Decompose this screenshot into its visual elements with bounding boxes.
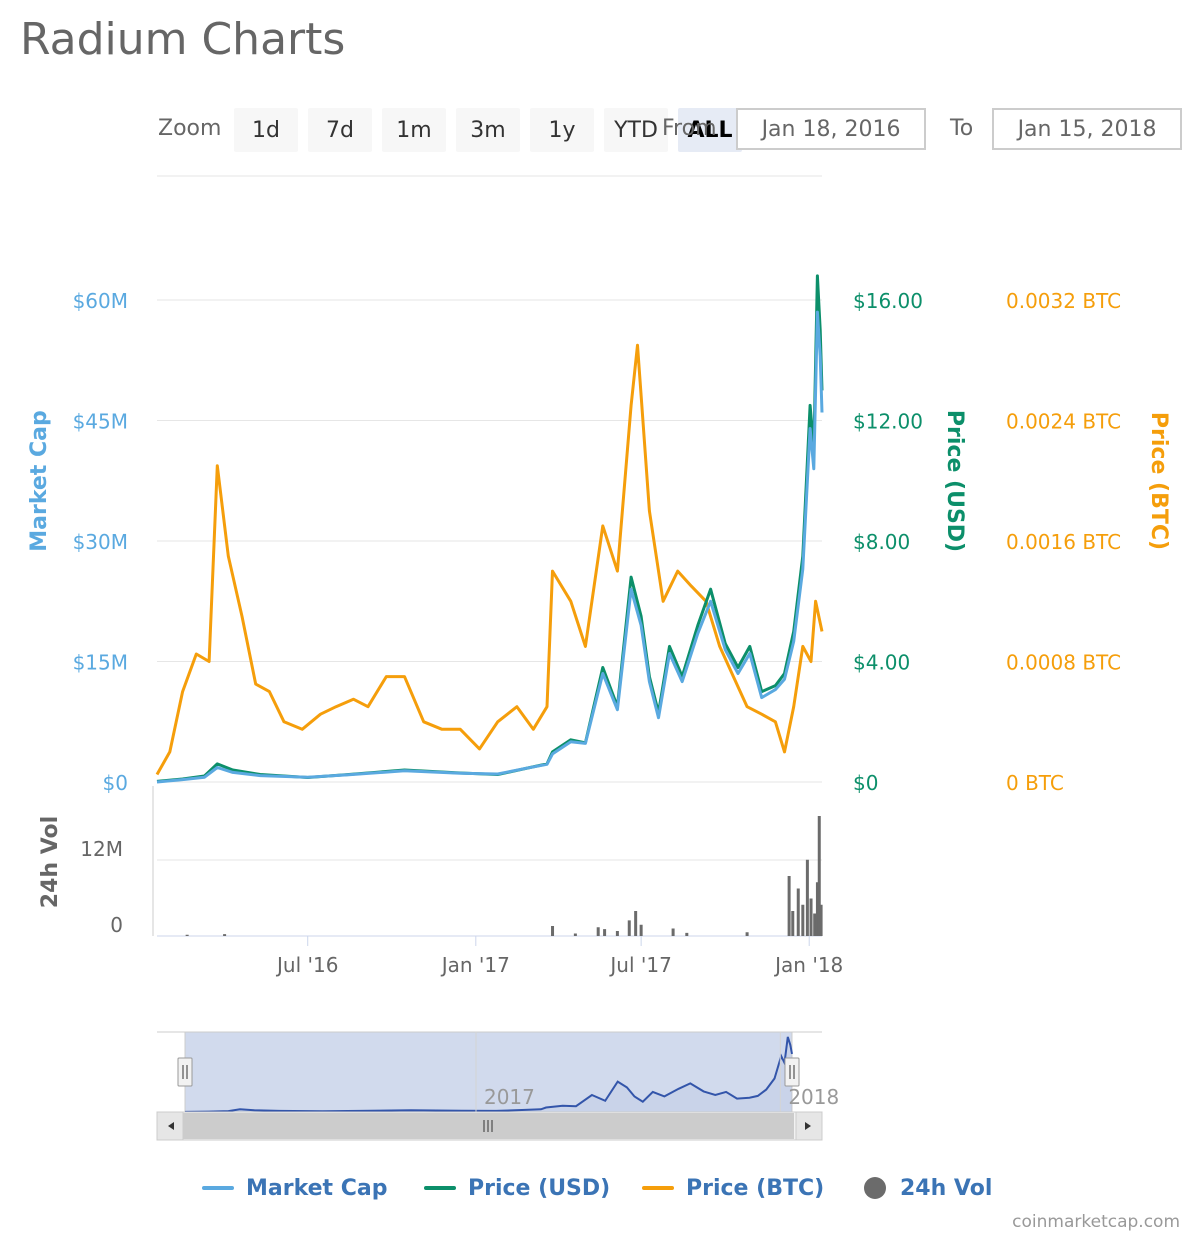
volume-bar (815, 882, 819, 936)
scroll-left-arrow-icon (168, 1122, 174, 1130)
range-to-label: To (950, 116, 974, 141)
price-usd-tick-label: $8.00 (853, 530, 910, 554)
chart-grid (152, 299, 822, 946)
price-btc-tick-label: 0.0008 BTC (1006, 651, 1121, 675)
price-usd-axis-title: Price (USD) (942, 410, 967, 552)
volume-tick-label: 0 (110, 913, 123, 937)
chart-lines (155, 274, 824, 784)
volume-bar (671, 928, 675, 936)
zoom-1y-button[interactable]: 1y (530, 108, 594, 152)
volume-bars (185, 816, 823, 936)
navigator-year-label: 2018 (788, 1085, 839, 1109)
price-usd-tick-label: $0 (853, 771, 878, 795)
volume-bar (185, 934, 189, 936)
volume-bar (639, 924, 643, 936)
price-usd-line (156, 274, 824, 783)
price-usd-tick-label: $4.00 (853, 651, 910, 675)
zoom-label: Zoom (158, 116, 222, 141)
zoom-3m-button[interactable]: 3m (456, 108, 520, 152)
x-tick-label: Jan '17 (440, 953, 510, 977)
navigator: 2017 2018 (156, 1031, 839, 1141)
volume-bar (745, 932, 749, 936)
volume-bar (223, 934, 227, 936)
x-tick-label: Jan '18 (773, 953, 843, 977)
legend-24h-vol-label: 24h Vol (900, 1175, 993, 1201)
market-cap-line (156, 310, 824, 784)
scroll-right-arrow-icon (805, 1122, 811, 1130)
navigator-area (185, 1036, 792, 1112)
zoom-all-button[interactable]: ALL (678, 108, 742, 152)
credits-link[interactable]: coinmarketcap.com (1012, 1212, 1180, 1232)
volume-bar (809, 898, 813, 936)
navigator-right-handle[interactable] (784, 1057, 800, 1087)
from-date-input[interactable] (736, 108, 926, 150)
volume-bar (801, 904, 805, 936)
zoom-7d-button[interactable]: 7d (308, 108, 372, 152)
market-cap-tick-label: $30M (73, 530, 128, 554)
range-from-label: From (662, 116, 717, 141)
price-chart: $0 $0 0 BTC $15M $4.00 0.0008 BTC $30M $8.00 0.0… (27, 175, 1171, 1141)
price-btc-axis-title: Price (BTC) (1146, 412, 1171, 550)
price-btc-line (155, 343, 824, 776)
volume-axis-title: 24h Vol (38, 816, 63, 908)
x-tick-label: Jul '17 (608, 953, 671, 977)
volume-bar (596, 927, 600, 936)
legend-24h-vol[interactable]: 24h Vol (864, 1172, 992, 1204)
volume-bar (551, 926, 555, 936)
handle-body (784, 1057, 800, 1087)
navigator-scrollbar[interactable] (156, 1111, 823, 1141)
market-cap-tick-label: $0 (103, 771, 128, 795)
legend-price-usd-line-icon (424, 1186, 456, 1190)
legend-price-btc[interactable]: Price (BTC) (642, 1172, 824, 1204)
zoom-1m-button[interactable]: 1m (382, 108, 446, 152)
price-btc-tick-label: 0.0016 BTC (1006, 530, 1121, 554)
price-btc-tick-label: 0.0032 BTC (1006, 289, 1121, 313)
market-cap-axis-title: Market Cap (27, 410, 52, 551)
volume-bar (817, 816, 821, 936)
volume-bar (791, 911, 795, 936)
price-btc-tick-label: 0 BTC (1006, 771, 1064, 795)
handle-body (177, 1057, 193, 1087)
legend-24h-vol-dot-icon (864, 1177, 886, 1199)
volume-bar (685, 932, 689, 936)
volume-bar (805, 859, 809, 936)
legend-market-cap-label: Market Cap (246, 1175, 388, 1201)
volume-bar (634, 911, 638, 936)
zoom-ytd-button[interactable]: YTD (604, 108, 668, 152)
navigator-year-label: 2017 (484, 1085, 535, 1109)
volume-tick-label: 12M (80, 837, 123, 861)
volume-bar (615, 931, 619, 936)
axis-labels: $0 $0 0 BTC $15M $4.00 0.0008 BTC $30M $8.00 0.0… (27, 289, 1171, 977)
navigator-series-line (184, 1036, 793, 1113)
legend-price-usd[interactable]: Price (USD) (424, 1172, 610, 1204)
legend-price-btc-line-icon (642, 1186, 674, 1190)
navigator-selection (184, 1031, 793, 1113)
page-title: Radium Charts (20, 14, 346, 65)
to-date-input[interactable] (992, 108, 1182, 150)
volume-bar (813, 913, 817, 936)
volume-bar (819, 904, 823, 936)
market-cap-tick-label: $15M (73, 651, 128, 675)
zoom-1d-button[interactable]: 1d (234, 108, 298, 152)
volume-bar (787, 876, 791, 936)
volume-bar (627, 920, 631, 936)
market-cap-tick-label: $60M (73, 289, 128, 313)
legend-market-cap[interactable]: Market Cap (202, 1172, 387, 1204)
price-usd-tick-label: $12.00 (853, 410, 923, 434)
volume-bar (573, 933, 577, 936)
navigator-left-handle[interactable] (177, 1057, 193, 1087)
market-cap-tick-label: $45M (73, 410, 128, 434)
price-btc-tick-label: 0.0024 BTC (1006, 410, 1121, 434)
legend-price-btc-label: Price (BTC) (686, 1175, 825, 1201)
price-usd-tick-label: $16.00 (853, 289, 923, 313)
volume-bar (603, 929, 607, 936)
legend-market-cap-line-icon (202, 1186, 234, 1190)
volume-bar (796, 888, 800, 936)
x-tick-label: Jul '16 (275, 953, 338, 977)
legend-price-usd-label: Price (USD) (468, 1175, 611, 1201)
